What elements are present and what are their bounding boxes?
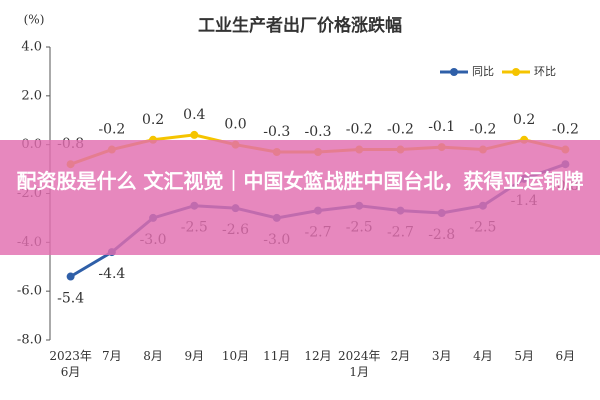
y-tick-label: 4.0 — [21, 40, 42, 55]
value-label: -0.3 — [263, 124, 290, 140]
value-label: -5.4 — [57, 291, 84, 307]
overlay-text: 配资股是什么 文汇视觉｜中国女篮战胜中国台北，获得亚运铜牌 — [16, 169, 584, 193]
value-label: -0.2 — [98, 122, 125, 138]
x-tick-label: 5月 — [514, 349, 534, 363]
x-tick-label: 10月 — [221, 349, 250, 363]
x-tick-label: 3月 — [431, 349, 452, 363]
x-tick-label: 11月 — [263, 349, 291, 363]
y-tick-label: -8.0 — [17, 333, 42, 348]
value-label: -0.3 — [305, 124, 332, 140]
x-tick-label: 12月 — [304, 349, 332, 363]
y-axis-label: (%) — [24, 13, 45, 27]
y-tick-label: 2.0 — [21, 88, 42, 103]
x-tick-label: 7月 — [102, 349, 122, 363]
x-tick-label: 4月 — [473, 349, 493, 363]
x-tick-label: 8月 — [143, 349, 163, 363]
x-tick-label: 2024年 1月 — [337, 349, 381, 379]
point — [190, 130, 199, 139]
value-label: 0.2 — [142, 112, 164, 128]
x-tick-label: 2月 — [390, 349, 411, 363]
legend-label: 同比 — [472, 65, 494, 78]
y-tick-label: -6.0 — [17, 284, 42, 299]
legend-marker — [512, 68, 520, 76]
value-label: -0.1 — [428, 119, 455, 135]
overlay-banner: 配资股是什么 文汇视觉｜中国女篮战胜中国台北，获得亚运铜牌 — [0, 140, 600, 255]
legend-marker — [450, 68, 458, 76]
value-label: -0.2 — [346, 122, 373, 138]
legend-label: 环比 — [534, 65, 556, 78]
value-label: -0.2 — [387, 122, 414, 138]
x-tick-label: 2023年 6月 — [49, 349, 92, 379]
value-label: -0.2 — [552, 122, 579, 138]
value-label: 0.0 — [224, 117, 246, 133]
value-label: 0.4 — [183, 107, 205, 123]
value-label: -4.4 — [98, 266, 125, 282]
value-label: 0.2 — [513, 112, 535, 128]
x-tick-label: 6月 — [555, 349, 576, 363]
value-label: -0.2 — [469, 122, 496, 138]
point — [66, 272, 75, 281]
chart-title: 工业生产者出厂价格涨跌幅 — [198, 15, 402, 36]
x-tick-label: 9月 — [184, 349, 205, 363]
